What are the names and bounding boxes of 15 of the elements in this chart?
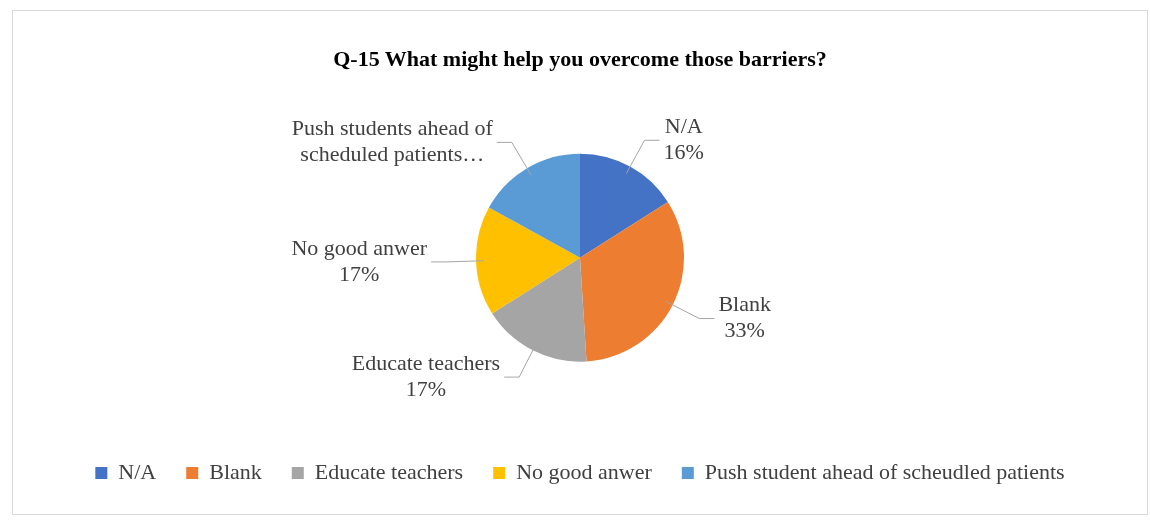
- data-label: 16%: [663, 139, 704, 165]
- data-label: 17%: [405, 375, 447, 401]
- legend-label: N/A: [118, 458, 157, 484]
- slice-label: No good anwer: [291, 234, 428, 260]
- legend-label: No good anwer: [516, 458, 653, 484]
- legend-label: Educate teachers: [314, 458, 464, 484]
- data-label: 33%: [724, 317, 765, 343]
- legend-label: Push student ahead of scheudled patients: [704, 458, 1065, 484]
- legend-label: Blank: [209, 458, 262, 484]
- slice-label: Blank: [718, 291, 771, 317]
- text: Push students ahead of scheduled patients…: [291, 115, 493, 167]
- slice-label: N/A: [664, 113, 703, 139]
- slice-label: Educate teachers: [351, 349, 501, 375]
- chart-title: Q-15 What might help you overcome those barriers?: [333, 45, 827, 71]
- data-label: 17%: [339, 260, 380, 286]
